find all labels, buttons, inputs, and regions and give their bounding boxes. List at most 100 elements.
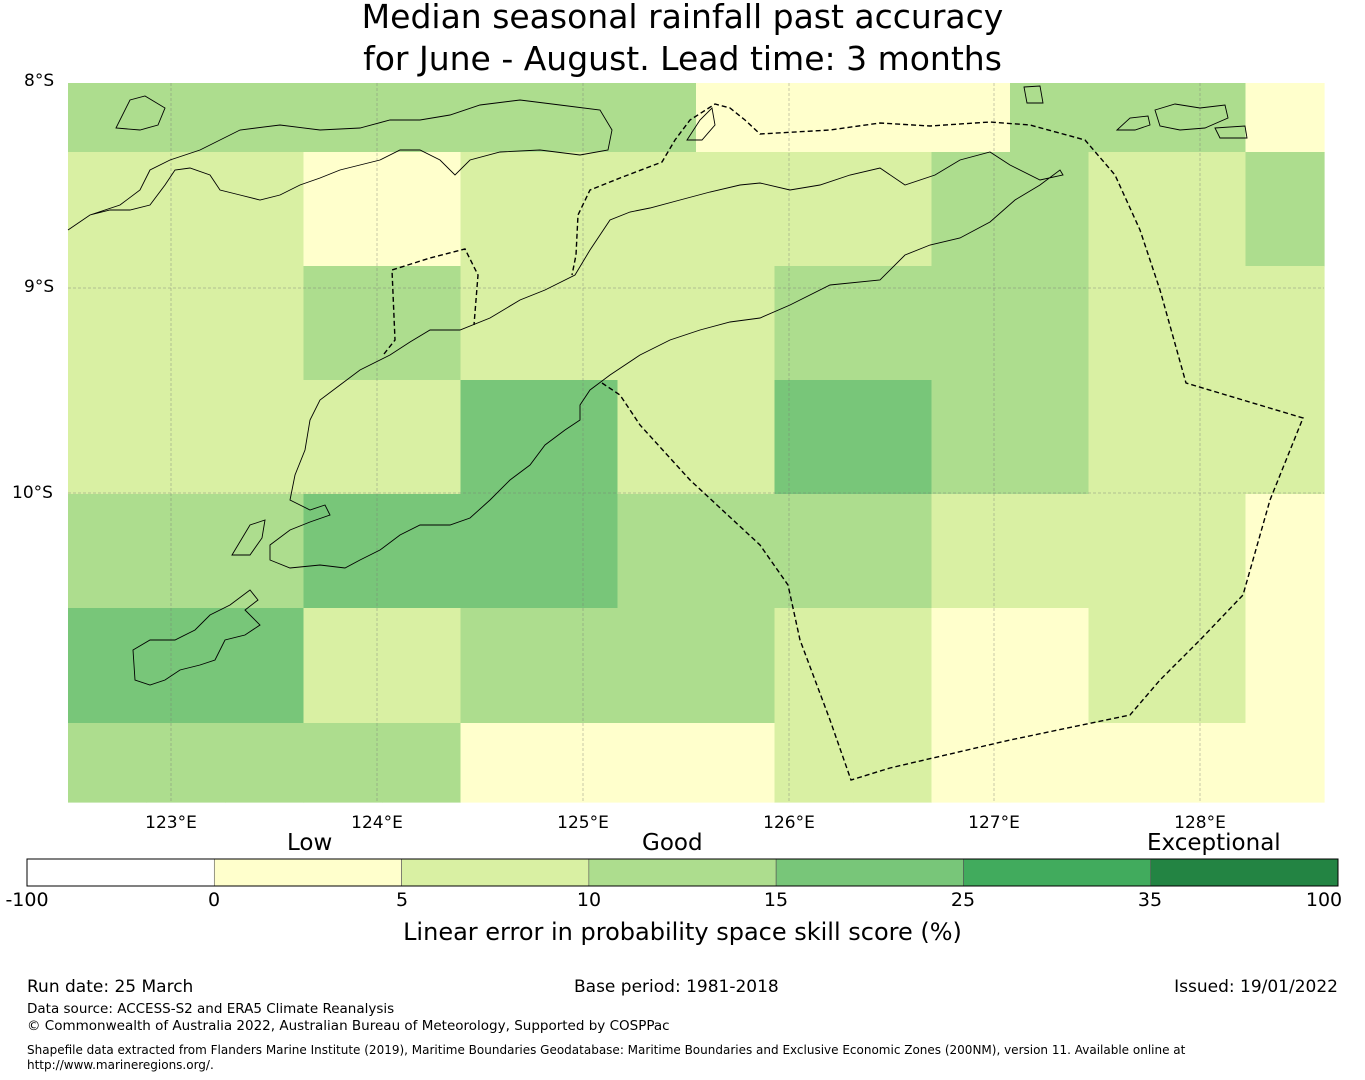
score-cell (931, 266, 1011, 381)
score-cell (1167, 723, 1247, 803)
score-cell (68, 608, 148, 724)
score-cell (225, 380, 305, 495)
score-cell (68, 83, 148, 153)
score-cell (774, 608, 854, 724)
score-cell (225, 723, 305, 803)
colorbar-tick-0: 0 (207, 889, 221, 911)
score-cell (617, 266, 697, 381)
colorbar-segments (26, 858, 1339, 887)
score-cell (146, 266, 226, 381)
score-cell (460, 152, 540, 267)
score-cell (931, 494, 1011, 609)
eez-boundary-timor-leste (571, 103, 1304, 781)
score-cell (68, 723, 148, 803)
score-cell (931, 608, 1011, 724)
score-cell (303, 494, 383, 609)
score-cell (225, 152, 305, 267)
score-cell (853, 380, 933, 495)
score-cell (853, 723, 933, 803)
score-cell (382, 266, 462, 381)
colorbar-tick-35: 35 (1137, 889, 1163, 911)
score-cell (303, 83, 383, 153)
score-cell (382, 83, 462, 153)
score-cell (68, 380, 148, 495)
score-cell (539, 266, 619, 381)
score-cell (460, 83, 540, 153)
score-cell (382, 494, 462, 609)
colorbar-tick-25: 25 (950, 889, 976, 911)
score-cell (382, 608, 462, 724)
colorbar-segment (213, 858, 402, 887)
score-cell (1245, 266, 1325, 381)
score-cell (1010, 380, 1090, 495)
colorbar-segment (588, 858, 777, 887)
score-cell (225, 83, 305, 153)
colorbar-segment (401, 858, 590, 887)
island-north-west (115, 95, 166, 131)
score-cell (1010, 608, 1090, 724)
score-cell (1088, 380, 1168, 495)
base-period: Base period: 1981-2018 (574, 977, 779, 997)
score-cell (853, 83, 933, 153)
colorbar-tick-15: 15 (763, 889, 789, 911)
colorbar-outline (26, 858, 1339, 887)
score-cell (539, 494, 619, 609)
run-date: Run date: 25 March (27, 977, 194, 997)
score-cell (68, 494, 148, 609)
score-cell (68, 266, 148, 381)
flores-coastline (67, 99, 613, 231)
score-cell (1167, 83, 1247, 153)
score-cell (1010, 723, 1090, 803)
score-cell (1088, 266, 1168, 381)
score-cell (1088, 152, 1168, 267)
colorbar-segment (26, 858, 215, 887)
lon-label-126e: 126°E (763, 813, 815, 833)
score-cell (382, 380, 462, 495)
score-cell (617, 83, 697, 153)
score-cell (146, 152, 226, 267)
score-cell (931, 152, 1011, 267)
score-cell (1245, 723, 1325, 803)
map-title: Median seasonal rainfall past accuracy f… (0, 0, 1365, 80)
timor-coastline (269, 151, 1064, 569)
score-cell (774, 380, 854, 495)
issued-date: Issued: 19/01/2022 (1174, 977, 1338, 997)
score-cell (225, 608, 305, 724)
score-cell (1167, 494, 1247, 609)
lat-label-8s: 8°S (24, 71, 55, 91)
maritime-boundary-eez (383, 103, 1304, 781)
title-line-1: Median seasonal rainfall past accuracy (361, 0, 1004, 36)
score-cell (696, 494, 776, 609)
colorbar-tick-10: 10 (576, 889, 602, 911)
score-cell (696, 152, 776, 267)
lon-label-123e: 123°E (145, 813, 197, 833)
score-cell (1167, 152, 1247, 267)
score-cell (539, 608, 619, 724)
score-cell (303, 608, 383, 724)
gridlines (68, 83, 1324, 802)
score-cell (303, 723, 383, 803)
shapefile-credit-link[interactable]: http://www.marineregions.org/. (27, 1058, 214, 1072)
colorbar-category-good: Good (642, 830, 703, 856)
atauro-island (1023, 85, 1044, 104)
colorbar-label: Linear error in probability space skill … (403, 918, 962, 946)
score-cell (617, 608, 697, 724)
data-source: Data source: ACCESS-S2 and ERA5 Climate … (27, 1001, 395, 1017)
score-cell (1167, 380, 1247, 495)
shapefile-credit-line-1: Shapefile data extracted from Flanders M… (27, 1043, 1186, 1057)
score-cell (774, 152, 854, 267)
score-cell (696, 266, 776, 381)
score-cell (539, 152, 619, 267)
score-cell (853, 608, 933, 724)
score-cell (460, 608, 540, 724)
score-cell (696, 723, 776, 803)
coastlines (67, 85, 1248, 686)
score-cell (931, 83, 1011, 153)
score-cell (1245, 152, 1325, 267)
score-cell (225, 266, 305, 381)
score-cell (853, 494, 933, 609)
score-cell (146, 723, 226, 803)
colorbar-tick-5: 5 (395, 889, 409, 911)
colorbar-segment (775, 858, 964, 887)
score-cell (460, 380, 540, 495)
